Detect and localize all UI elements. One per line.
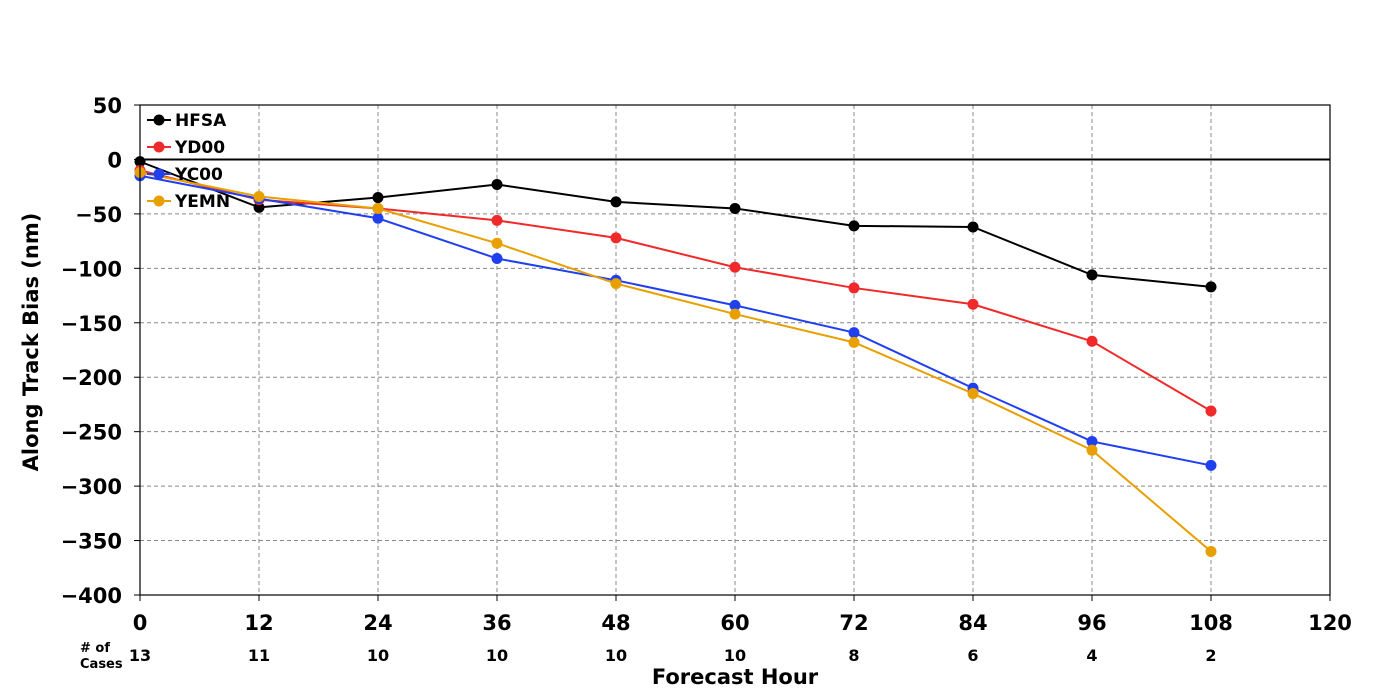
x-axis-ticks: 0 12 24 36 48 60 72 84 96 108 120 — [133, 595, 1352, 635]
data-point-hfsa — [729, 202, 741, 214]
x-tick-label: 108 — [1189, 611, 1233, 635]
legend-swatch-marker — [153, 114, 165, 126]
data-point-hfsa — [1086, 269, 1098, 281]
series-lines — [134, 156, 1217, 557]
data-point-yd00 — [1086, 335, 1098, 347]
legend-label: YC00 — [174, 165, 223, 185]
legend-label: YEMN — [174, 192, 230, 212]
case-count: 8 — [848, 646, 859, 665]
legend-swatch-marker — [153, 195, 165, 207]
series-line-yc00 — [139, 174, 1212, 467]
legend-label: HFSA — [175, 111, 227, 131]
data-point-yd00 — [967, 298, 979, 310]
cases-header-line1: # of — [80, 641, 110, 656]
x-tick-label: 48 — [601, 611, 630, 635]
data-point-hfsa — [848, 220, 860, 232]
y-tick-label: −250 — [61, 421, 122, 445]
x-tick-label: 72 — [839, 611, 868, 635]
x-tick-label: 0 — [133, 611, 148, 635]
legend: HFSA YD00 YC00 YEMN — [147, 111, 230, 212]
legend-item-yc00: YC00 — [147, 165, 223, 185]
y-tick-label: −100 — [61, 257, 122, 281]
data-point-hfsa — [967, 221, 979, 233]
data-point-hfsa — [610, 196, 622, 208]
case-count: 13 — [129, 646, 151, 665]
x-axis-title: Forecast Hour — [652, 665, 819, 689]
x-tick-label: 96 — [1077, 611, 1106, 635]
x-tick-label: 24 — [363, 611, 392, 635]
case-count: 10 — [367, 646, 389, 665]
y-tick-label: −400 — [61, 584, 122, 608]
y-axis-ticks: 50 0 −50 −100 −150 −200 −250 −300 −350 −400 — [61, 94, 140, 608]
case-count: 11 — [248, 646, 270, 665]
y-tick-label: −300 — [61, 475, 122, 499]
y-tick-label: −150 — [61, 312, 122, 336]
cases-header-line2: Cases — [80, 657, 123, 672]
data-point-hfsa — [1205, 281, 1217, 293]
grid-lines — [140, 105, 1330, 595]
series-line-yemn — [139, 171, 1212, 553]
series-hfsa — [134, 156, 1217, 293]
data-point-yc00 — [1086, 435, 1098, 447]
y-tick-label: 0 — [107, 148, 122, 172]
data-point-yd00 — [1205, 405, 1217, 417]
data-point-yd00 — [729, 261, 741, 273]
legend-item-hfsa: HFSA — [147, 111, 227, 131]
x-tick-label: 84 — [958, 611, 987, 635]
series-line-yd00 — [139, 169, 1212, 412]
series-yd00 — [134, 164, 1217, 417]
x-tick-label: 36 — [482, 611, 511, 635]
data-point-yc00 — [729, 299, 741, 311]
data-point-yemn — [491, 237, 503, 249]
data-point-yc00 — [372, 212, 384, 224]
data-point-yd00 — [491, 214, 503, 226]
data-point-yemn — [1205, 545, 1217, 557]
legend-item-yemn: YEMN — [147, 192, 230, 212]
data-point-yc00 — [1205, 459, 1217, 471]
data-point-yemn — [967, 388, 979, 400]
case-count: 2 — [1205, 646, 1216, 665]
data-point-yemn — [848, 336, 860, 348]
case-count: 10 — [724, 646, 746, 665]
legend-item-yd00: YD00 — [147, 138, 225, 158]
data-point-yc00 — [848, 327, 860, 339]
legend-swatch-marker — [153, 141, 165, 153]
y-tick-label: 50 — [93, 94, 122, 118]
y-tick-label: −200 — [61, 366, 122, 390]
y-axis-title: Along Track Bias (nm) — [19, 213, 43, 472]
y-tick-label: −350 — [61, 530, 122, 554]
data-point-yemn — [372, 202, 384, 214]
data-point-yd00 — [848, 282, 860, 294]
legend-swatch-marker — [153, 168, 165, 180]
case-count: 6 — [967, 646, 978, 665]
series-yemn — [134, 167, 1217, 557]
case-count: 10 — [486, 646, 508, 665]
x-tick-label: 60 — [720, 611, 749, 635]
y-tick-label: −50 — [75, 203, 122, 227]
data-point-yemn — [610, 278, 622, 290]
data-point-yd00 — [610, 232, 622, 244]
legend-label: YD00 — [174, 138, 225, 158]
data-point-yc00 — [491, 253, 503, 265]
data-point-yemn — [729, 308, 741, 320]
data-point-yemn — [1086, 444, 1098, 456]
data-point-hfsa — [372, 192, 384, 204]
case-count: 4 — [1086, 646, 1097, 665]
series-yc00 — [134, 170, 1217, 471]
data-point-hfsa — [253, 201, 265, 213]
case-count: 10 — [605, 646, 627, 665]
data-point-yemn — [253, 190, 265, 202]
data-point-hfsa — [491, 178, 503, 190]
x-tick-label: 12 — [244, 611, 273, 635]
x-tick-label: 120 — [1308, 611, 1352, 635]
